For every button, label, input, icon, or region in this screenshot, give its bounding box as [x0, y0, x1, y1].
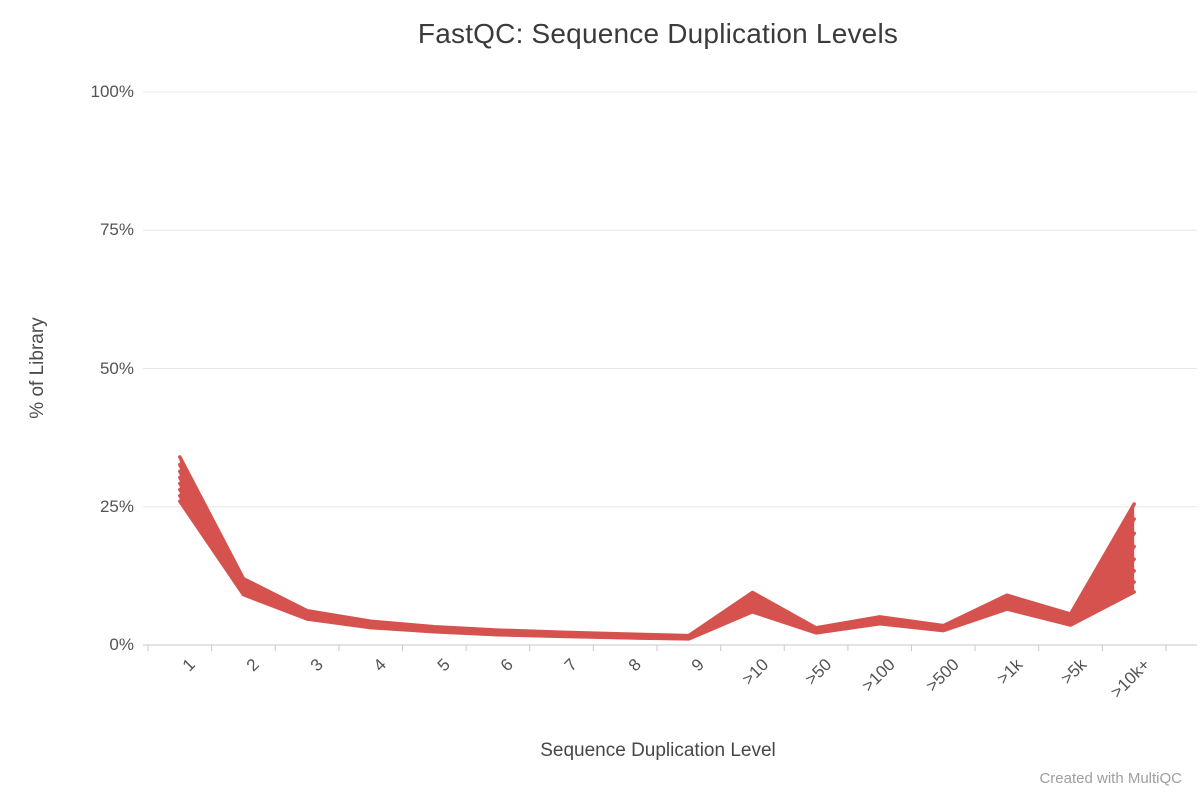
series-line	[178, 499, 1136, 641]
y-tick-label: 25%	[99, 496, 134, 516]
y-tick-label: 50%	[99, 358, 134, 378]
y-tick-label: 0%	[109, 635, 134, 654]
x-axis-title: Sequence Duplication Level	[540, 740, 776, 761]
y-tick-label: 100%	[90, 82, 134, 101]
y-tick-label: 75%	[99, 220, 134, 240]
chart-title: FastQC: Sequence Duplication Levels	[417, 18, 899, 49]
multiqc-credit: Created with MultiQC	[1039, 770, 1182, 787]
